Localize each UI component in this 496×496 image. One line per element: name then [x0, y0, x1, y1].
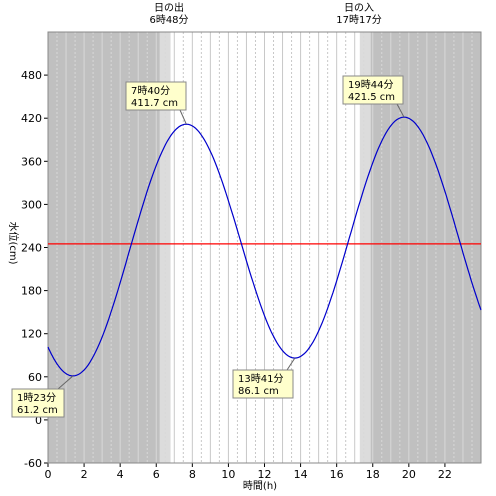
- twilight-band-dawn: [159, 32, 171, 463]
- y-tick-label: 60: [28, 371, 42, 384]
- y-tick-label: 480: [21, 69, 42, 82]
- annotation-time: 19時44分: [348, 79, 393, 91]
- y-tick-label: 180: [21, 285, 42, 298]
- x-tick-label: 10: [221, 468, 235, 481]
- y-tick-label: 420: [21, 112, 42, 125]
- twilight-band-dusk: [359, 32, 371, 463]
- annotation-box: [232, 369, 294, 399]
- annotation-level: 61.2 cm: [17, 405, 58, 416]
- y-tick-label: -60: [24, 457, 42, 470]
- y-tick-label: 300: [21, 198, 42, 211]
- x-tick-label: 6: [153, 468, 160, 481]
- y-tick-label: 120: [21, 328, 42, 341]
- annotation-box: [11, 388, 65, 418]
- sunset-time: 17時17分: [336, 14, 381, 26]
- x-tick-label: 22: [438, 468, 452, 481]
- tide-line: [47, 116, 482, 377]
- plot-lines: [47, 31, 482, 464]
- annotation-time: 13時41分: [238, 373, 283, 385]
- sunset-title: 日の入: [344, 3, 374, 14]
- sunrise-label: 日の出 6時48分: [149, 1, 188, 26]
- annotation-pointer: [396, 103, 405, 118]
- x-tick-label: 18: [366, 468, 380, 481]
- y-tick-label: 360: [21, 155, 42, 168]
- plot-frame: [47, 31, 482, 464]
- x-tick-label: 8: [189, 468, 196, 481]
- x-tick-label: 12: [258, 468, 272, 481]
- sunrise-time: 6時48分: [149, 14, 188, 26]
- x-axis-ticks: 0 2 4 6 8 10 12 14 16 18 20 22: [45, 463, 452, 481]
- annotation-pointer: [179, 109, 187, 125]
- x-tick-label: 14: [294, 468, 308, 481]
- x-tick-label: 2: [81, 468, 88, 481]
- x-tick-label: 20: [402, 468, 416, 481]
- annotation-time: 1時23分: [17, 392, 56, 404]
- x-tick-label: 0: [45, 468, 52, 481]
- annotation-pointer: [57, 375, 74, 390]
- annotation-box: [125, 81, 187, 111]
- annotation-level: 411.7 cm: [131, 98, 178, 109]
- sunrise-title: 日の出: [154, 1, 184, 14]
- sunset-label: 日の入 17時17分: [336, 3, 381, 26]
- y-tick-label: 240: [21, 242, 42, 255]
- annotation-pointer: [286, 357, 296, 371]
- y-tick-label: 0: [35, 414, 42, 427]
- y-axis-label: 水位(cm): [7, 221, 20, 264]
- x-axis-label: 時間(h): [243, 480, 277, 492]
- y-axis-ticks: -60 0 60 120 180 240 300 360 420 480: [21, 69, 48, 470]
- annotation-level: 86.1 cm: [238, 386, 279, 397]
- annotation-time: 7時40分: [131, 85, 170, 97]
- annotation-level: 421.5 cm: [348, 92, 395, 103]
- annotation-box: [342, 75, 404, 105]
- x-tick-label: 16: [330, 468, 344, 481]
- x-tick-label: 4: [117, 468, 124, 481]
